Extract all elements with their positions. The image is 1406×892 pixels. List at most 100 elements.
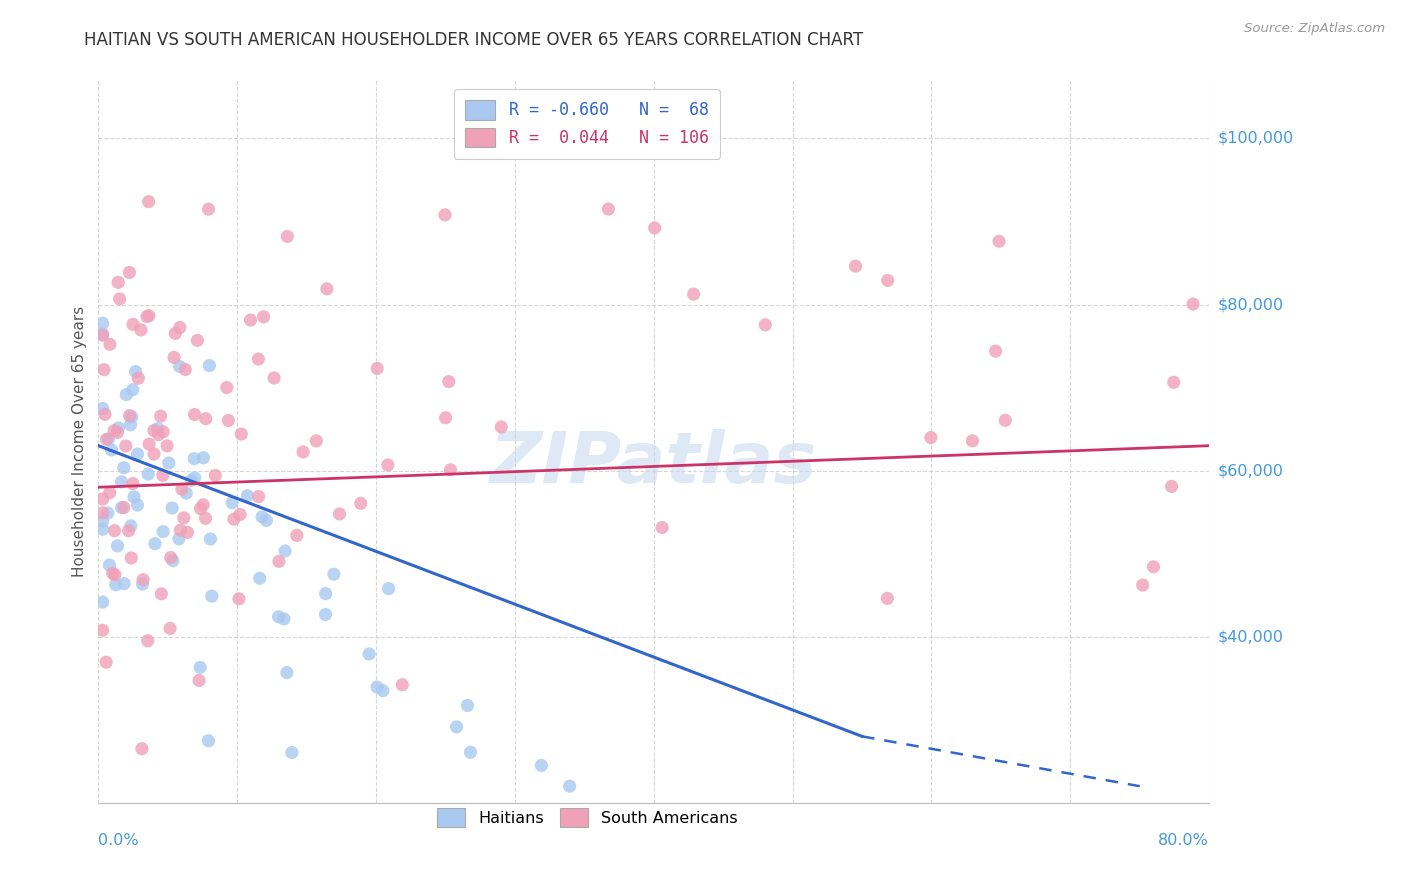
Point bbox=[167, 532, 190, 546]
Point bbox=[122, 318, 145, 332]
Point bbox=[222, 512, 245, 526]
Point bbox=[292, 445, 315, 459]
Point bbox=[174, 362, 197, 376]
Point bbox=[101, 566, 124, 581]
Point bbox=[281, 746, 304, 760]
Text: $80,000: $80,000 bbox=[1218, 297, 1284, 312]
Point bbox=[132, 573, 155, 587]
Point bbox=[263, 371, 285, 385]
Point bbox=[97, 432, 120, 446]
Point bbox=[105, 425, 128, 440]
Point bbox=[112, 460, 135, 475]
Point bbox=[159, 621, 181, 635]
Point bbox=[162, 554, 184, 568]
Point bbox=[110, 475, 132, 489]
Point bbox=[228, 591, 250, 606]
Point bbox=[754, 318, 776, 332]
Point bbox=[96, 655, 118, 669]
Point bbox=[107, 539, 129, 553]
Point bbox=[152, 468, 174, 483]
Point bbox=[150, 587, 173, 601]
Point bbox=[315, 587, 337, 601]
Point bbox=[359, 647, 381, 661]
Point bbox=[188, 660, 211, 674]
Point bbox=[229, 508, 252, 522]
Text: HAITIAN VS SOUTH AMERICAN HOUSEHOLDER INCOME OVER 65 YEARS CORRELATION CHART: HAITIAN VS SOUTH AMERICAN HOUSEHOLDER IN… bbox=[84, 31, 863, 49]
Point bbox=[984, 344, 1007, 359]
Point bbox=[558, 779, 581, 793]
Point bbox=[100, 443, 122, 458]
Point bbox=[104, 567, 127, 582]
Point bbox=[107, 276, 129, 290]
Point bbox=[1163, 376, 1185, 390]
Point bbox=[247, 351, 270, 366]
Point bbox=[91, 326, 114, 341]
Point bbox=[1142, 559, 1164, 574]
Point bbox=[204, 468, 226, 483]
Point bbox=[169, 320, 191, 334]
Point bbox=[460, 745, 482, 759]
Point bbox=[1182, 297, 1205, 311]
Point bbox=[91, 316, 114, 330]
Point bbox=[143, 424, 166, 438]
Point bbox=[876, 591, 898, 606]
Point bbox=[146, 422, 169, 436]
Point bbox=[644, 221, 666, 235]
Point bbox=[127, 371, 149, 385]
Point bbox=[267, 554, 290, 568]
Point bbox=[103, 524, 125, 538]
Point bbox=[138, 194, 160, 209]
Point bbox=[107, 421, 129, 435]
Point bbox=[285, 528, 308, 542]
Point bbox=[121, 409, 143, 424]
Point bbox=[247, 490, 270, 504]
Point bbox=[120, 551, 142, 566]
Point bbox=[371, 683, 394, 698]
Point bbox=[159, 550, 181, 565]
Point bbox=[328, 507, 350, 521]
Point bbox=[1160, 479, 1182, 493]
Point bbox=[91, 401, 114, 416]
Point bbox=[143, 447, 166, 461]
Point bbox=[127, 498, 149, 512]
Point bbox=[194, 511, 217, 525]
Text: ZIPatlas: ZIPatlas bbox=[491, 429, 817, 498]
Point bbox=[91, 328, 114, 343]
Point bbox=[377, 582, 399, 596]
Point bbox=[96, 433, 118, 447]
Point bbox=[120, 519, 142, 533]
Point bbox=[651, 520, 673, 534]
Point bbox=[236, 489, 259, 503]
Point bbox=[276, 665, 298, 680]
Point bbox=[93, 362, 115, 376]
Point bbox=[437, 375, 460, 389]
Point bbox=[104, 578, 127, 592]
Point bbox=[366, 680, 388, 694]
Point bbox=[920, 430, 942, 444]
Point bbox=[169, 523, 191, 537]
Point bbox=[439, 463, 461, 477]
Point bbox=[249, 571, 271, 585]
Text: Source: ZipAtlas.com: Source: ZipAtlas.com bbox=[1244, 22, 1385, 36]
Point bbox=[152, 425, 174, 439]
Point bbox=[91, 595, 114, 609]
Point bbox=[377, 458, 399, 472]
Point bbox=[350, 496, 373, 510]
Point bbox=[118, 265, 141, 279]
Point bbox=[103, 424, 125, 438]
Point bbox=[136, 467, 159, 482]
Point bbox=[183, 408, 205, 422]
Point bbox=[98, 337, 121, 351]
Point bbox=[122, 476, 145, 491]
Point bbox=[1132, 578, 1154, 592]
Point bbox=[198, 359, 221, 373]
Point bbox=[129, 323, 152, 337]
Point bbox=[112, 576, 135, 591]
Point bbox=[108, 292, 131, 306]
Point bbox=[176, 525, 198, 540]
Point bbox=[98, 558, 121, 572]
Point bbox=[91, 522, 114, 536]
Point bbox=[314, 607, 336, 622]
Point bbox=[188, 673, 211, 688]
Point bbox=[221, 496, 243, 510]
